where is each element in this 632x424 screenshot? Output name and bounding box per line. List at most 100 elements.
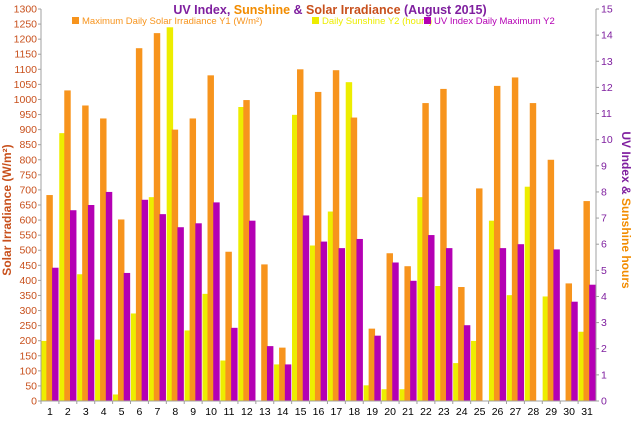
x-tick-label-13: 13 bbox=[259, 406, 271, 418]
bar-irradiance-day-18 bbox=[350, 117, 358, 402]
x-tick-label-24: 24 bbox=[456, 406, 468, 418]
bar-sunshine-day-21 bbox=[399, 389, 406, 401]
title-part-5: (August 2015) bbox=[401, 3, 487, 17]
bar-irradiance-day-5 bbox=[117, 219, 125, 401]
bar-irradiance-day-11 bbox=[225, 251, 232, 401]
legend-label-1: Daily Sunshine Y2 (hours) bbox=[322, 16, 432, 27]
x-tick-label-5: 5 bbox=[119, 406, 125, 418]
bar-irradiance-day-9 bbox=[189, 118, 197, 401]
x-tick-label-14: 14 bbox=[277, 406, 289, 418]
x-tick-label-17: 17 bbox=[331, 406, 343, 418]
bar-sunshine-day-2 bbox=[59, 133, 66, 401]
right-tick-label-3: 3 bbox=[601, 317, 607, 329]
x-tick-label-1: 1 bbox=[47, 406, 53, 418]
x-tick-label-15: 15 bbox=[295, 406, 307, 418]
bar-irradiance-day-3 bbox=[82, 105, 89, 401]
bar-sunshine-day-17 bbox=[327, 211, 335, 401]
bar-irradiance-day-29 bbox=[547, 159, 555, 401]
left-tick-label-300: 300 bbox=[19, 305, 37, 317]
bar-uv-day-9 bbox=[195, 223, 202, 401]
left-tick-label-400: 400 bbox=[19, 275, 37, 287]
bar-uv-day-18 bbox=[356, 238, 363, 401]
left-tick-label-350: 350 bbox=[19, 290, 37, 302]
bar-sunshine-day-22 bbox=[417, 197, 424, 401]
bar-irradiance-day-21 bbox=[404, 266, 411, 401]
bar-uv-day-30 bbox=[571, 301, 578, 401]
y-axis-right-title-part-2: Sunshine hours bbox=[619, 198, 632, 289]
right-tick-label-10: 10 bbox=[601, 134, 613, 146]
bar-uv-day-4 bbox=[105, 191, 113, 401]
bar-irradiance-day-8 bbox=[171, 129, 179, 401]
bar-sunshine-day-16 bbox=[309, 245, 317, 401]
x-tick-label-26: 26 bbox=[492, 406, 504, 418]
x-tick-label-16: 16 bbox=[313, 406, 325, 418]
bar-uv-day-29 bbox=[553, 249, 560, 401]
bar-irradiance-day-31 bbox=[583, 201, 590, 401]
bar-sunshine-day-25 bbox=[471, 340, 478, 401]
bar-uv-day-23 bbox=[445, 248, 453, 401]
right-tick-label-11: 11 bbox=[601, 108, 612, 120]
x-tick-label-9: 9 bbox=[190, 406, 196, 418]
bar-sunshine-day-1 bbox=[41, 340, 48, 401]
bar-irradiance-day-4 bbox=[100, 118, 107, 401]
left-tick-label-1150: 1150 bbox=[14, 49, 37, 61]
left-tick-label-1300: 1300 bbox=[14, 4, 38, 16]
bar-uv-day-13 bbox=[266, 346, 274, 401]
left-tick-label-100: 100 bbox=[19, 365, 37, 377]
bar-sunshine-day-28 bbox=[524, 186, 532, 401]
right-tick-label-0: 0 bbox=[601, 396, 607, 408]
bar-sunshine-day-26 bbox=[488, 220, 496, 401]
bar-irradiance-day-2 bbox=[64, 90, 71, 402]
left-tick-label-650: 650 bbox=[19, 200, 37, 212]
right-tick-label-4: 4 bbox=[601, 291, 607, 303]
bar-uv-day-12 bbox=[249, 220, 256, 401]
x-tick-label-30: 30 bbox=[563, 406, 575, 418]
x-tick-label-4: 4 bbox=[101, 406, 107, 418]
left-tick-label-500: 500 bbox=[19, 245, 37, 257]
bar-uv-day-7 bbox=[159, 214, 166, 401]
left-tick-label-700: 700 bbox=[19, 184, 37, 196]
bar-sunshine-day-10 bbox=[202, 293, 209, 401]
bar-uv-day-20 bbox=[392, 262, 399, 401]
left-tick-label-850: 850 bbox=[19, 139, 37, 151]
x-tick-label-27: 27 bbox=[510, 406, 522, 418]
title-part-4: Solar Irradiance bbox=[306, 3, 401, 17]
left-tick-label-250: 250 bbox=[19, 320, 37, 332]
bar-uv-day-8 bbox=[177, 227, 184, 401]
right-tick-label-12: 12 bbox=[601, 82, 613, 94]
x-tick-label-19: 19 bbox=[366, 406, 378, 418]
bar-irradiance-day-22 bbox=[422, 103, 429, 401]
bar-sunshine-day-31 bbox=[578, 331, 585, 401]
x-tick-label-10: 10 bbox=[205, 406, 217, 418]
right-tick-label-6: 6 bbox=[601, 239, 607, 251]
bars bbox=[41, 27, 596, 402]
bar-irradiance-day-14 bbox=[279, 347, 286, 401]
bar-sunshine-day-20 bbox=[381, 389, 388, 401]
right-tick-label-8: 8 bbox=[601, 186, 607, 198]
bar-uv-day-15 bbox=[302, 215, 310, 401]
title-part-3: & bbox=[290, 3, 306, 17]
right-tick-label-7: 7 bbox=[601, 213, 607, 225]
right-tick-label-14: 14 bbox=[601, 30, 613, 42]
bar-uv-day-3 bbox=[87, 205, 95, 401]
bar-irradiance-day-7 bbox=[153, 33, 161, 401]
bar-irradiance-day-6 bbox=[135, 48, 143, 401]
left-tick-label-0: 0 bbox=[31, 396, 37, 408]
bar-uv-day-17 bbox=[338, 248, 345, 401]
bar-irradiance-day-17 bbox=[332, 70, 340, 401]
bar-uv-day-19 bbox=[374, 335, 381, 401]
x-tick-label-3: 3 bbox=[83, 406, 89, 418]
left-tick-label-800: 800 bbox=[19, 154, 37, 166]
title-part-1: , bbox=[227, 3, 234, 17]
legend-swatch-2 bbox=[424, 17, 431, 24]
x-tick-label-12: 12 bbox=[241, 406, 253, 418]
bar-sunshine-day-23 bbox=[435, 286, 442, 401]
legend: Maximum Daily Solar Irradiance Y1 (W/m²)… bbox=[72, 16, 555, 27]
left-tick-label-600: 600 bbox=[19, 215, 37, 227]
legend-swatch-1 bbox=[312, 17, 319, 24]
title-part-2: Sunshine bbox=[234, 3, 290, 17]
left-tick-label-150: 150 bbox=[19, 350, 37, 362]
right-tick-label-15: 15 bbox=[601, 4, 613, 16]
